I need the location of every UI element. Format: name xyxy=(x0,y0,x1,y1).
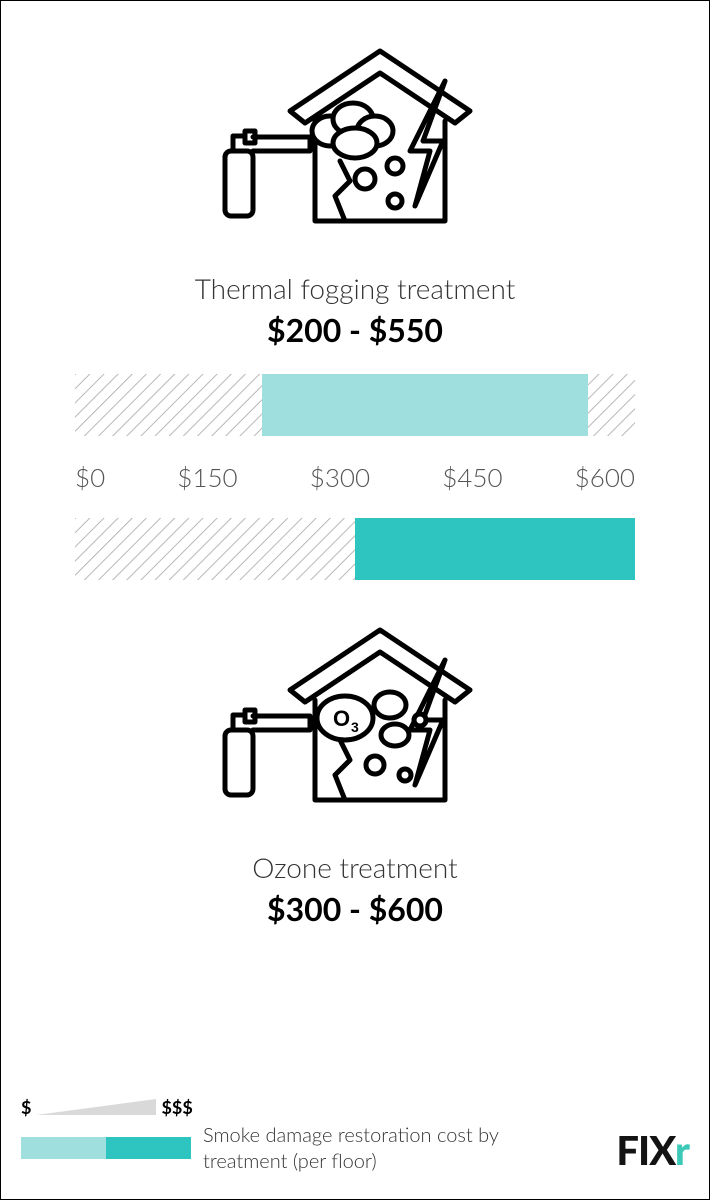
treatment-1-label: Thermal fogging treatment xyxy=(61,271,649,305)
treatment-2-label: Ozone treatment xyxy=(61,850,649,884)
fixr-logo: FIXr xyxy=(616,1126,689,1174)
legend-scale: $ $$$ xyxy=(21,1096,503,1118)
ozone-illustration: O 3 xyxy=(61,610,649,830)
legend: $ $$$ Smoke damage restoration cost by t… xyxy=(21,1096,689,1174)
treatment-2-price: $300 - $600 xyxy=(61,889,649,928)
bar-chart: $0 $150 $300 $450 $600 xyxy=(71,374,639,580)
legend-colorbar xyxy=(21,1137,191,1159)
tick-0: $0 xyxy=(75,461,105,493)
tick-2: $300 xyxy=(310,461,370,493)
tick-4: $600 xyxy=(575,461,635,493)
wedge-icon xyxy=(36,1099,156,1115)
legend-high: $$$ xyxy=(161,1096,192,1118)
bar-1-track xyxy=(75,374,635,436)
treatment-1-price: $200 - $550 xyxy=(61,310,649,349)
axis-labels: $0 $150 $300 $450 $600 xyxy=(75,461,635,493)
bar-2-fill xyxy=(355,518,635,580)
tick-3: $450 xyxy=(442,461,502,493)
bar-2-track xyxy=(75,518,635,580)
svg-text:O: O xyxy=(333,706,350,731)
tick-1: $150 xyxy=(177,461,237,493)
svg-text:3: 3 xyxy=(351,719,359,735)
bar-1-fill xyxy=(262,374,589,436)
thermal-fogging-illustration xyxy=(61,31,649,251)
legend-low: $ xyxy=(21,1096,31,1118)
legend-caption: Smoke damage restoration cost by treatme… xyxy=(203,1122,503,1174)
